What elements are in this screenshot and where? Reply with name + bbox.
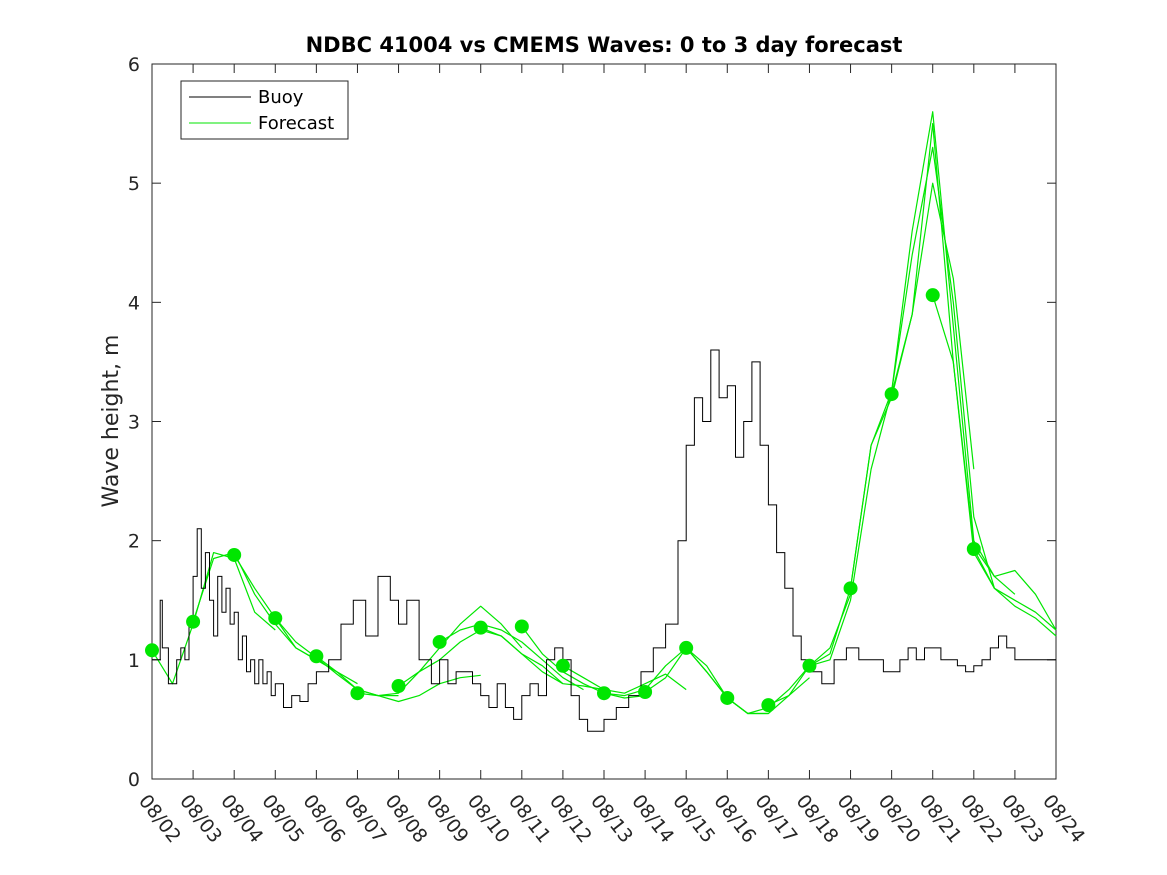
x-tick-label: 08/08: [381, 791, 432, 848]
forecast-marker: [514, 619, 529, 634]
forecast-line: [932, 295, 1057, 631]
forecast-marker: [761, 698, 776, 713]
buoy-series: [152, 349, 1056, 732]
forecast-marker: [473, 620, 488, 635]
forecast-marker: [638, 685, 653, 700]
forecast-marker: [555, 658, 570, 673]
x-tick-label: 08/14: [627, 791, 678, 848]
forecast-marker: [227, 547, 242, 562]
forecast-marker: [268, 611, 283, 626]
x-tick-label: 08/18: [792, 791, 843, 848]
x-tick-label: 08/23: [997, 791, 1048, 848]
forecast-marker: [350, 686, 365, 701]
forecast-marker: [884, 387, 899, 402]
forecast-line: [849, 111, 1016, 595]
forecast-marker: [925, 288, 940, 303]
forecast-marker: [432, 634, 447, 649]
x-tick-label: 08/09: [422, 791, 473, 848]
x-tick-label: 08/13: [586, 791, 637, 848]
x-tick-label: 08/24: [1038, 791, 1089, 848]
x-tick-label: 08/16: [709, 791, 760, 848]
axes-box: [151, 63, 1057, 780]
chart-title: NDBC 41004 vs CMEMS Waves: 0 to 3 day fo…: [306, 33, 903, 57]
x-tick-label: 08/04: [216, 791, 267, 848]
forecast-line: [439, 623, 584, 691]
forecast-marker: [679, 640, 694, 655]
legend-buoy-label: Buoy: [258, 87, 304, 108]
forecast-marker: [391, 679, 406, 694]
forecast-marker: [597, 686, 611, 701]
forecast-line: [521, 626, 646, 699]
legend: Buoy Forecast: [180, 80, 349, 140]
y-tick-label: 2: [128, 531, 140, 553]
buoy-line: [152, 349, 1056, 732]
y-axis: 0 1 2 3 4 5 6: [128, 54, 1056, 791]
y-axis-label: Wave height, m: [99, 335, 124, 508]
x-tick-label: 08/21: [915, 791, 966, 848]
forecast-marker: [802, 658, 817, 673]
x-tick-label: 08/03: [175, 791, 226, 848]
forecast-marker: [843, 581, 858, 596]
x-tick-label: 08/02: [134, 791, 185, 848]
x-tick-label: 08/19: [833, 791, 884, 848]
x-tick-label: 08/20: [874, 791, 925, 848]
forecast-marker: [186, 614, 201, 629]
y-tick-label: 0: [128, 769, 140, 791]
x-tick-label: 08/06: [298, 791, 349, 848]
legend-box: [180, 80, 349, 140]
y-tick-label: 6: [128, 54, 140, 76]
forecast-marker: [145, 643, 159, 658]
y-tick-label: 1: [128, 650, 140, 672]
x-tick-label: 08/05: [257, 791, 308, 848]
forecast-markers: [145, 288, 981, 713]
forecast-line: [973, 548, 1057, 631]
forecast-line: [316, 655, 481, 703]
y-tick-label: 4: [128, 292, 140, 314]
forecast-marker: [309, 649, 324, 664]
y-tick-label: 3: [128, 412, 140, 434]
forecast-marker: [966, 542, 981, 557]
x-tick-label: 08/11: [504, 791, 555, 848]
forecast-marker: [720, 690, 735, 705]
forecast-line: [809, 146, 995, 667]
x-tick-label: 08/10: [463, 791, 514, 848]
forecast-line: [480, 627, 605, 691]
x-tick-label: 08/12: [545, 791, 596, 848]
x-tick-label: 08/15: [668, 791, 719, 848]
x-tick-label: 08/07: [340, 791, 391, 848]
legend-forecast-label: Forecast: [258, 113, 334, 134]
y-tick-label: 5: [128, 173, 140, 195]
x-tick-label: 08/17: [750, 791, 801, 848]
x-tick-label: 08/22: [956, 791, 1007, 848]
forecast-line: [726, 594, 852, 715]
forecast-line: [562, 665, 687, 694]
